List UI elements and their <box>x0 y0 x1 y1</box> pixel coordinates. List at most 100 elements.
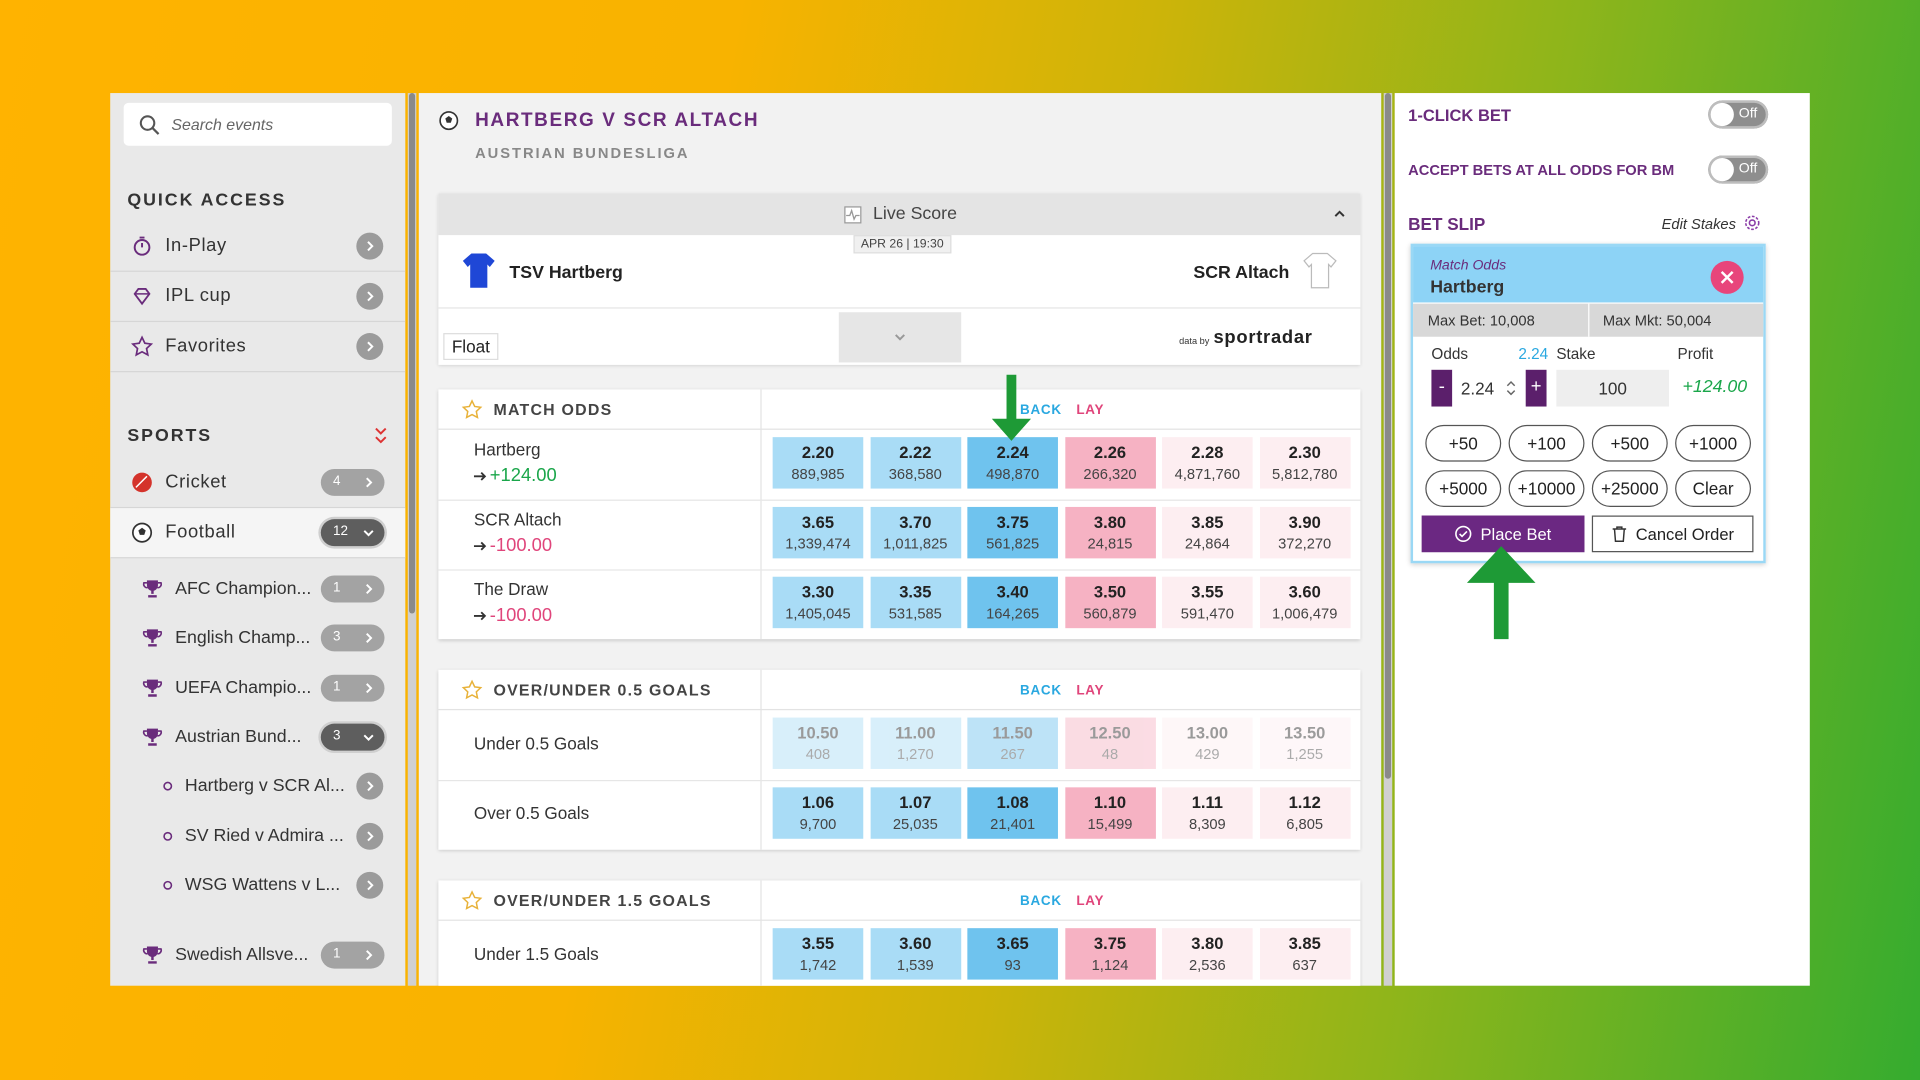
toggle[interactable]: Off <box>1708 155 1769 184</box>
chevron-button[interactable] <box>356 232 384 260</box>
search-box[interactable]: Search events <box>123 102 392 146</box>
lay-price[interactable]: 12.50 48 <box>1064 717 1156 769</box>
lay-price[interactable]: 3.90 372,270 <box>1259 506 1351 559</box>
back-price[interactable]: 1.07 25,035 <box>870 787 961 839</box>
lay-price[interactable]: 3.60 1,006,479 <box>1259 576 1351 629</box>
back-price[interactable]: 3.70 1,011,825 <box>870 506 961 559</box>
back-price[interactable]: 3.40 164,265 <box>967 576 1058 629</box>
count-pill[interactable]: 1 <box>320 674 385 702</box>
nav-item[interactable]: IPL cup <box>110 272 406 323</box>
lay-price[interactable]: 2.26 266,320 <box>1064 437 1156 489</box>
count-pill[interactable]: 1 <box>320 941 385 969</box>
competition-item[interactable]: Austrian Bund... 3 <box>110 713 405 762</box>
sport-item[interactable]: Football 12 <box>110 508 406 559</box>
live-score-bar[interactable]: Live Score <box>438 193 1361 236</box>
lay-price[interactable]: 3.80 24,815 <box>1064 506 1156 559</box>
sport-icon-part <box>132 472 152 493</box>
back-price[interactable]: 2.24 498,870 <box>967 437 1058 489</box>
back-price[interactable]: 3.65 93 <box>967 928 1058 980</box>
quick-stake[interactable]: +10000 <box>1508 470 1585 507</box>
back-price[interactable]: 3.30 1,405,045 <box>772 576 864 629</box>
odds: 2.20 <box>801 443 835 462</box>
back-price[interactable]: 10.50 408 <box>772 717 864 769</box>
back-price[interactable]: 2.20 889,985 <box>772 437 864 489</box>
back-price[interactable]: 1.06 9,700 <box>772 787 864 839</box>
size: 25,035 <box>892 815 938 833</box>
pl-value: -100.00 <box>489 604 553 626</box>
lay-price[interactable]: 3.55 591,470 <box>1162 576 1253 629</box>
count-pill[interactable]: 3 <box>320 723 385 751</box>
quick-stake[interactable]: +100 <box>1508 424 1585 462</box>
back-price[interactable]: 3.65 1,339,474 <box>772 506 864 559</box>
competition-item[interactable]: English Champ... 3 <box>110 614 405 663</box>
place-bet-button[interactable]: Place Bet <box>1421 515 1585 553</box>
chevron-button[interactable] <box>356 333 384 361</box>
competition-item[interactable]: UEFA Champio... 1 <box>110 663 405 712</box>
remove-button[interactable] <box>1710 260 1744 294</box>
expand-button[interactable] <box>838 312 962 363</box>
competition-item[interactable]: Swedish Allsve... 1 <box>110 931 405 980</box>
lay-price[interactable]: 3.80 2,536 <box>1162 928 1253 980</box>
quick-stake[interactable]: +1000 <box>1675 424 1752 462</box>
arrow-shape <box>991 374 1032 441</box>
size: 1,124 <box>1091 956 1129 974</box>
stake-input[interactable]: 100 <box>1556 369 1669 407</box>
lay-price[interactable]: 13.50 1,255 <box>1259 717 1351 769</box>
cancel-button[interactable]: Cancel Order <box>1591 515 1754 553</box>
chevron-button[interactable] <box>356 871 384 899</box>
chevron-button[interactable] <box>356 772 384 800</box>
favorite-star-part <box>461 890 483 910</box>
event-item[interactable]: SV Ried v Admira ... <box>110 811 405 860</box>
nav-item[interactable]: Favorites <box>110 322 406 373</box>
count-pill[interactable]: 1 <box>320 575 385 603</box>
bullet <box>163 831 173 841</box>
quick-stake[interactable]: Clear <box>1675 470 1752 507</box>
trophy-icon-part <box>148 639 157 647</box>
odds: 10.50 <box>797 723 839 743</box>
back-price[interactable]: 3.60 1,539 <box>870 928 961 980</box>
lay-price[interactable]: 3.50 560,879 <box>1064 576 1156 629</box>
float-toggle[interactable]: Float <box>443 333 499 361</box>
sport-label: Football <box>165 521 236 543</box>
nav-icon-part <box>133 239 151 256</box>
quick-stake[interactable]: +25000 <box>1591 470 1668 507</box>
cancel-label: Cancel Order <box>1635 524 1735 544</box>
event-item[interactable]: Hartberg v SCR Al... <box>110 762 405 811</box>
back-price[interactable]: 11.50 267 <box>967 717 1058 769</box>
toggle[interactable]: Off <box>1708 100 1769 129</box>
back-price[interactable]: 2.22 368,580 <box>870 437 961 489</box>
lay-price[interactable]: 3.85 637 <box>1259 928 1351 980</box>
back-price[interactable]: 3.35 531,585 <box>870 576 961 629</box>
lay-price[interactable]: 2.30 5,812,780 <box>1259 437 1351 489</box>
back-price[interactable]: 3.75 561,825 <box>967 506 1058 559</box>
competition-item[interactable]: AFC Champion... 1 <box>110 564 405 613</box>
lay-price[interactable]: 13.00 429 <box>1162 717 1253 769</box>
back-price[interactable]: 3.55 1,742 <box>772 928 864 980</box>
lay-price[interactable]: 1.12 6,805 <box>1259 787 1351 839</box>
lay-price[interactable]: 3.75 1,124 <box>1064 928 1156 980</box>
nav-label: In-Play <box>165 235 227 256</box>
count-pill[interactable]: 12 <box>320 519 385 547</box>
odds-input[interactable]: 2.24 <box>1452 369 1525 407</box>
lay-price[interactable]: 1.11 8,309 <box>1162 787 1253 839</box>
count-pill[interactable]: 3 <box>320 624 385 652</box>
back-price[interactable]: 1.08 21,401 <box>967 787 1058 839</box>
chevron-button[interactable] <box>356 282 384 310</box>
edit-stakes[interactable]: Edit Stakes <box>1661 215 1736 233</box>
size: 24,864 <box>1184 535 1230 553</box>
event-item[interactable]: WSG Wattens v L... <box>110 861 405 910</box>
quick-stake[interactable]: +5000 <box>1425 470 1502 507</box>
nav-item[interactable]: In-Play <box>110 222 406 272</box>
quick-stake[interactable]: +50 <box>1425 424 1502 462</box>
lay-price[interactable]: 2.28 4,871,760 <box>1162 437 1253 489</box>
lay-price[interactable]: 3.85 24,864 <box>1162 506 1253 559</box>
sport-item[interactable]: Cricket 4 <box>110 458 406 509</box>
back-label: BACK <box>1020 893 1062 909</box>
odds-decrease[interactable]: - <box>1431 369 1453 407</box>
odds-increase[interactable]: + <box>1525 369 1547 407</box>
quick-stake[interactable]: +500 <box>1591 424 1668 462</box>
lay-price[interactable]: 1.10 15,499 <box>1064 787 1156 839</box>
count-pill[interactable]: 4 <box>320 468 385 496</box>
back-price[interactable]: 11.00 1,270 <box>870 717 961 769</box>
chevron-button[interactable] <box>356 822 384 850</box>
